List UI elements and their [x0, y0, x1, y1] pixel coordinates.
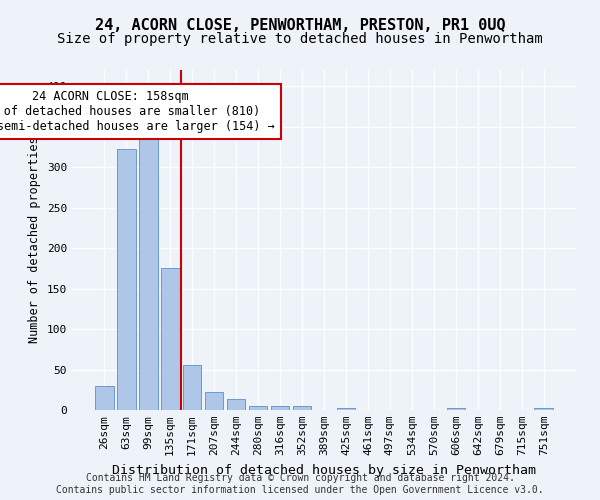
Bar: [205, 392, 223, 410]
Text: 24, ACORN CLOSE, PENWORTHAM, PRESTON, PR1 0UQ: 24, ACORN CLOSE, PENWORTHAM, PRESTON, PR…: [95, 18, 505, 32]
Bar: [249, 406, 268, 410]
Text: 24 ACORN CLOSE: 158sqm
← 84% of detached houses are smaller (810)
16% of semi-de: 24 ACORN CLOSE: 158sqm ← 84% of detached…: [0, 90, 275, 133]
Bar: [337, 408, 355, 410]
Bar: [535, 408, 553, 410]
Bar: [293, 406, 311, 410]
Bar: [161, 268, 179, 410]
Text: Size of property relative to detached houses in Penwortham: Size of property relative to detached ho…: [57, 32, 543, 46]
Y-axis label: Number of detached properties: Number of detached properties: [28, 136, 41, 344]
Bar: [117, 150, 136, 410]
Bar: [95, 386, 113, 410]
Bar: [271, 406, 289, 410]
Text: Contains HM Land Registry data © Crown copyright and database right 2024.
Contai: Contains HM Land Registry data © Crown c…: [56, 474, 544, 495]
Bar: [183, 366, 202, 410]
X-axis label: Distribution of detached houses by size in Penwortham: Distribution of detached houses by size …: [112, 464, 536, 476]
Bar: [139, 139, 158, 410]
Bar: [446, 408, 465, 410]
Bar: [227, 400, 245, 410]
